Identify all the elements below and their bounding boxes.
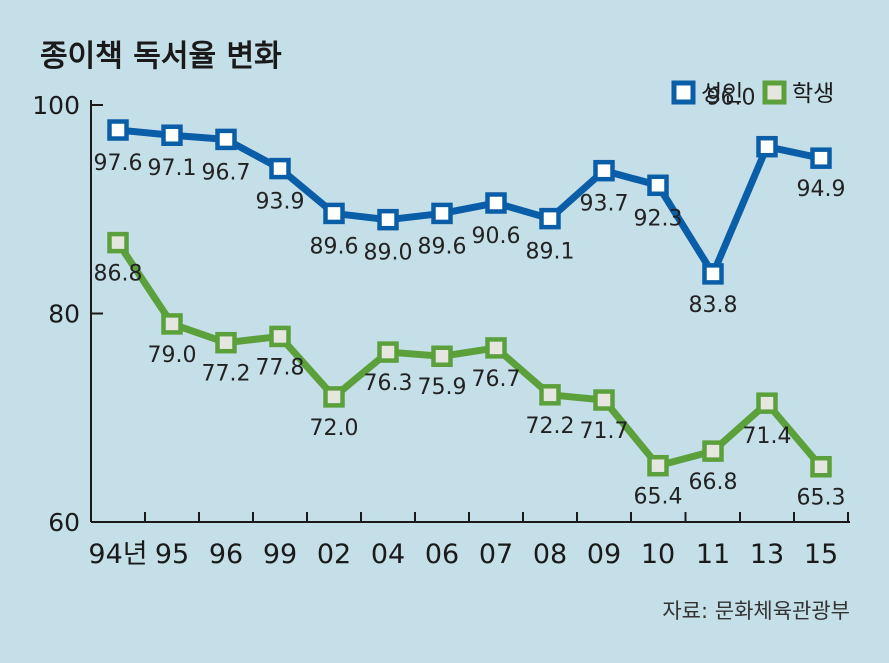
source-note: 자료: 문화체육관광부	[662, 599, 850, 623]
data-label-adult: 94.9	[797, 177, 846, 202]
data-label-adult: 97.6	[94, 151, 143, 176]
data-point-student	[215, 331, 237, 354]
x-tick-label: 15	[804, 539, 838, 570]
legend-label-student: 학생	[792, 81, 834, 107]
x-tick-label: 94년	[88, 539, 147, 570]
data-label-adult: 83.8	[689, 293, 738, 318]
data-point-student	[161, 313, 183, 335]
data-label-student: 77.2	[202, 362, 251, 387]
data-label-student: 71.7	[580, 419, 629, 444]
data-point-adult	[539, 207, 561, 230]
x-tick-label: 08	[533, 539, 567, 570]
data-label-adult: 89.6	[310, 234, 359, 259]
x-tick-label: 13	[750, 539, 784, 570]
data-point-student	[593, 389, 615, 411]
data-point-adult	[647, 174, 669, 197]
data-label-adult: 93.9	[256, 190, 305, 215]
legend-label-adult: 성인	[701, 81, 743, 107]
data-point-student	[485, 337, 507, 359]
data-point-student	[647, 454, 669, 477]
data-point-adult	[377, 208, 399, 231]
x-tick-label: 09	[587, 539, 621, 570]
data-point-adult	[269, 157, 291, 180]
x-tick-label: 96	[209, 539, 243, 570]
x-tick-label: 06	[425, 539, 459, 570]
data-point-student	[377, 341, 399, 363]
data-label-student: 71.4	[743, 424, 792, 449]
y-tick-label: 80	[48, 300, 80, 329]
data-label-student: 72.2	[526, 414, 575, 439]
y-axis-ticks: 60 80 100	[32, 91, 103, 537]
data-point-student	[107, 231, 129, 254]
data-point-student	[539, 384, 561, 406]
x-tick-label: 95	[155, 539, 189, 570]
data-label-adult: 96.0	[707, 86, 756, 111]
data-label-student: 72.0	[310, 416, 359, 441]
data-point-student	[810, 455, 832, 478]
x-tick-label: 10	[641, 539, 675, 570]
data-point-adult	[810, 147, 832, 169]
x-tick-label: 11	[696, 539, 730, 570]
data-label-adult: 89.6	[418, 234, 467, 259]
legend-marker-adult	[671, 80, 696, 105]
x-tick-label: 04	[371, 539, 405, 570]
data-label-student: 75.9	[418, 375, 467, 400]
y-tick-label: 60	[48, 508, 80, 537]
data-point-student	[323, 386, 345, 408]
data-point-adult	[107, 119, 129, 141]
data-point-adult	[756, 135, 778, 158]
data-label-student: 77.8	[256, 355, 305, 380]
data-point-student	[702, 440, 724, 462]
data-label-adult: 90.6	[472, 224, 521, 249]
data-label-student: 79.0	[148, 343, 197, 368]
data-label-student: 76.3	[364, 371, 413, 396]
data-point-adult	[702, 263, 724, 285]
data-label-adult: 89.0	[364, 241, 413, 266]
data-label-student: 86.8	[94, 262, 143, 287]
data-point-adult	[593, 159, 615, 182]
data-label-adult: 96.7	[202, 160, 251, 185]
x-tick-label: 99	[263, 539, 297, 570]
y-tick-label: 100	[32, 91, 80, 120]
legend: 성인 학생	[671, 80, 834, 107]
data-point-adult	[485, 192, 507, 214]
data-label-student: 65.3	[797, 486, 846, 511]
data-label-adult: 97.1	[148, 156, 197, 181]
data-point-student	[756, 392, 778, 414]
data-point-adult	[431, 202, 453, 225]
x-tick-label: 02	[317, 539, 351, 570]
series-layer: 97.6 97.1 96.793.989.6 89.0 89.6 90.689.193.7…	[94, 86, 846, 511]
data-point-adult	[161, 124, 183, 146]
series-line-adult	[114, 126, 825, 278]
data-point-adult	[323, 202, 345, 225]
data-label-adult: 92.3	[634, 206, 683, 231]
data-point-adult	[215, 128, 237, 151]
data-label-adult: 93.7	[580, 192, 629, 217]
x-tick-label: 07	[479, 539, 513, 570]
legend-marker-student	[762, 80, 787, 105]
x-axis-ticks: 94년 95 96 99 02 04 06 07 08 09 10 11 13 15	[88, 512, 849, 570]
data-point-student	[431, 345, 453, 367]
data-point-student	[269, 325, 291, 348]
data-label-adult: 89.1	[526, 240, 575, 265]
data-label-student: 76.7	[472, 367, 521, 392]
chart-title: 종이책 독서율 변화	[40, 39, 282, 74]
data-label-student: 66.8	[689, 470, 738, 495]
data-label-student: 65.4	[634, 485, 683, 510]
